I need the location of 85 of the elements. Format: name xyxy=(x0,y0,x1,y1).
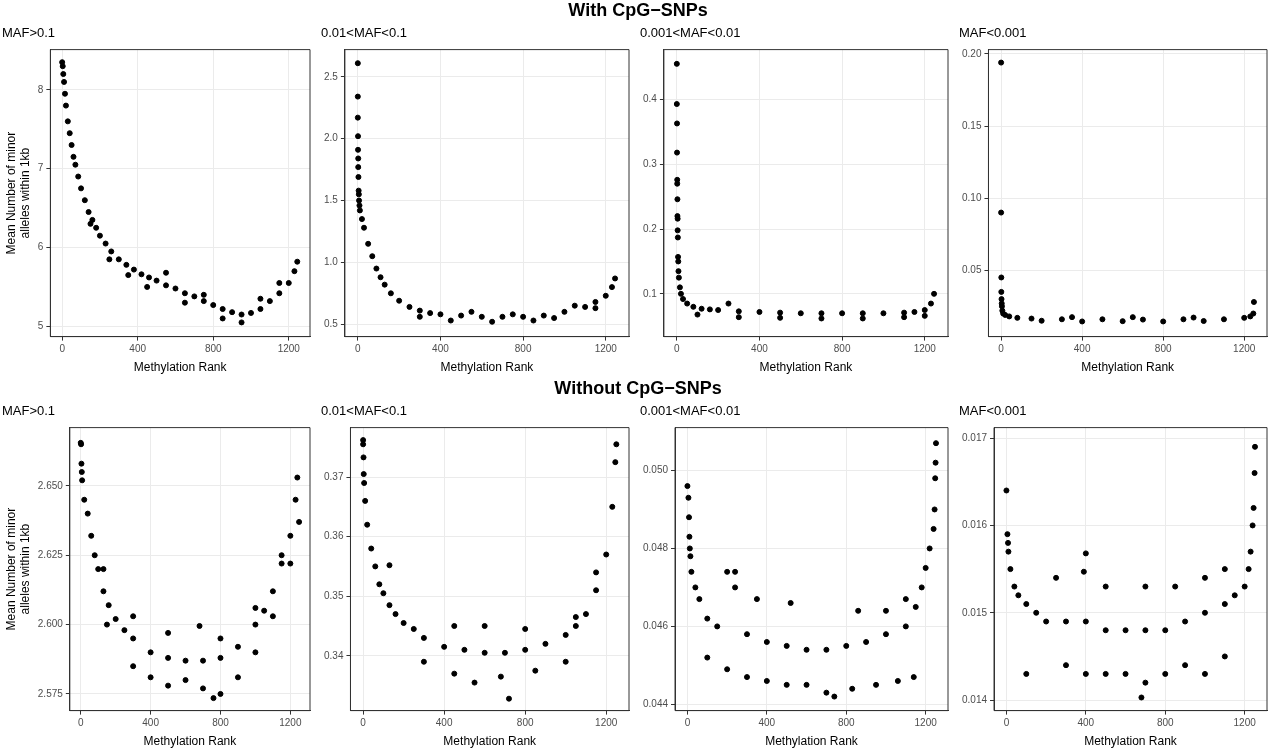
x-tick-label: 0 xyxy=(684,717,691,729)
x-tick-label: 0 xyxy=(674,343,681,355)
x-tick-label: 1200 xyxy=(595,717,618,729)
x-axis-title: Methylation Rank xyxy=(1084,734,1178,749)
y-tick-label: 0.046 xyxy=(642,620,669,632)
x-axis-title: Methylation Rank xyxy=(765,734,859,749)
y-tick-label: 0.2 xyxy=(643,222,658,234)
x-axis-title: Methylation Rank xyxy=(440,360,535,375)
x-tick-label: 1200 xyxy=(277,343,301,355)
y-tick-label: 0.044 xyxy=(642,698,669,710)
y-tick-label: 0.3 xyxy=(643,158,658,170)
y-tick-label: 0.20 xyxy=(961,47,982,59)
y-tick-label: 8 xyxy=(37,83,44,95)
x-axis-title: Methylation Rank xyxy=(759,360,854,375)
x-tick-label: 400 xyxy=(432,343,450,355)
y-tick-label: 7 xyxy=(37,162,44,174)
x-axis-title: Methylation Rank xyxy=(1081,360,1176,375)
x-tick-label: 1200 xyxy=(279,717,302,729)
y-tick-label: 2.650 xyxy=(37,479,64,491)
x-tick-label: 1200 xyxy=(914,717,938,729)
x-tick-label: 0 xyxy=(77,717,84,729)
y-tick-label: 0.014 xyxy=(961,693,988,705)
y-tick-label: 0.10 xyxy=(961,191,982,203)
text: Without CpG−SNPs xyxy=(553,378,723,399)
x-tick-label: 0 xyxy=(998,343,1005,355)
y-tick-label: 0.05 xyxy=(961,264,982,276)
x-axis-title: Methylation Rank xyxy=(143,734,238,749)
x-tick-label: 0 xyxy=(1003,717,1010,729)
x-tick-label: 1200 xyxy=(1233,343,1256,355)
y-tick-label: 0.4 xyxy=(643,93,658,105)
y-tick-label: 0.5 xyxy=(324,317,339,329)
y-tick-label: 1.0 xyxy=(324,256,339,268)
y-tick-label: 0.015 xyxy=(961,606,988,618)
y-tick-label: 0.050 xyxy=(642,464,669,476)
y-tick-label: 2.625 xyxy=(37,548,64,560)
chart-title: MAF<0.001 xyxy=(959,25,1027,41)
x-tick-label: 1200 xyxy=(1233,717,1257,729)
x-tick-label: 400 xyxy=(758,717,776,729)
x-axis-title: Methylation Rank xyxy=(443,734,538,749)
x-tick-label: 400 xyxy=(1073,343,1091,355)
chart-title: MAF>0.1 xyxy=(2,403,56,419)
x-tick-label: 800 xyxy=(212,717,230,729)
y-tick-label: 0.016 xyxy=(961,519,988,531)
y-tick-label: 2.5 xyxy=(324,70,339,82)
chart-title: MAF<0.001 xyxy=(959,403,1027,419)
y-tick-label: 2.575 xyxy=(37,687,64,699)
x-tick-label: 1200 xyxy=(913,343,937,355)
y-tick-label: 5 xyxy=(37,320,44,332)
y-tick-label: 6 xyxy=(37,241,44,253)
chart-title: 0.001<MAF<0.01 xyxy=(640,25,741,41)
x-tick-label: 400 xyxy=(435,717,453,729)
x-tick-label: 800 xyxy=(1156,717,1175,729)
y-tick-label: 0.36 xyxy=(323,530,344,542)
y-tick-label: 0.34 xyxy=(323,649,344,661)
chart-title: 0.01<MAF<0.1 xyxy=(321,25,407,41)
text: With CpG−SNPs xyxy=(567,0,709,21)
y-tick-label: 2.600 xyxy=(37,618,64,630)
y-tick-label: 0.1 xyxy=(643,287,658,299)
y-tick-label: 0.35 xyxy=(323,589,344,601)
x-tick-label: 0 xyxy=(360,717,367,729)
y-tick-label: 0.048 xyxy=(642,542,669,554)
chart-title: 0.001<MAF<0.01 xyxy=(640,403,741,419)
y-tick-label: 0.017 xyxy=(961,431,988,443)
chart-title: 0.01<MAF<0.1 xyxy=(321,403,407,419)
x-tick-label: 0 xyxy=(59,343,66,355)
y-tick-label: 2.0 xyxy=(324,132,339,144)
x-tick-label: 800 xyxy=(837,717,856,729)
x-tick-label: 400 xyxy=(129,343,147,355)
x-axis-title: Methylation Rank xyxy=(133,360,228,375)
x-tick-label: 800 xyxy=(516,717,534,729)
y-axis-title: Mean Number of minor alleles within 1kb xyxy=(3,507,32,631)
x-tick-label: 400 xyxy=(1077,717,1095,729)
x-tick-label: 1200 xyxy=(594,343,618,355)
x-tick-label: 0 xyxy=(355,343,362,355)
y-axis-title: Mean Number of minor alleles within 1kb xyxy=(3,131,32,255)
x-tick-label: 800 xyxy=(514,343,532,355)
y-tick-label: 1.5 xyxy=(324,194,339,206)
y-tick-label: 0.37 xyxy=(323,470,344,482)
x-tick-label: 400 xyxy=(142,717,160,729)
x-tick-label: 800 xyxy=(1154,343,1172,355)
x-tick-label: 800 xyxy=(204,343,222,355)
x-tick-label: 400 xyxy=(751,343,769,355)
y-tick-label: 0.15 xyxy=(961,119,982,131)
x-tick-label: 800 xyxy=(833,343,851,355)
chart-title: MAF>0.1 xyxy=(2,25,56,41)
